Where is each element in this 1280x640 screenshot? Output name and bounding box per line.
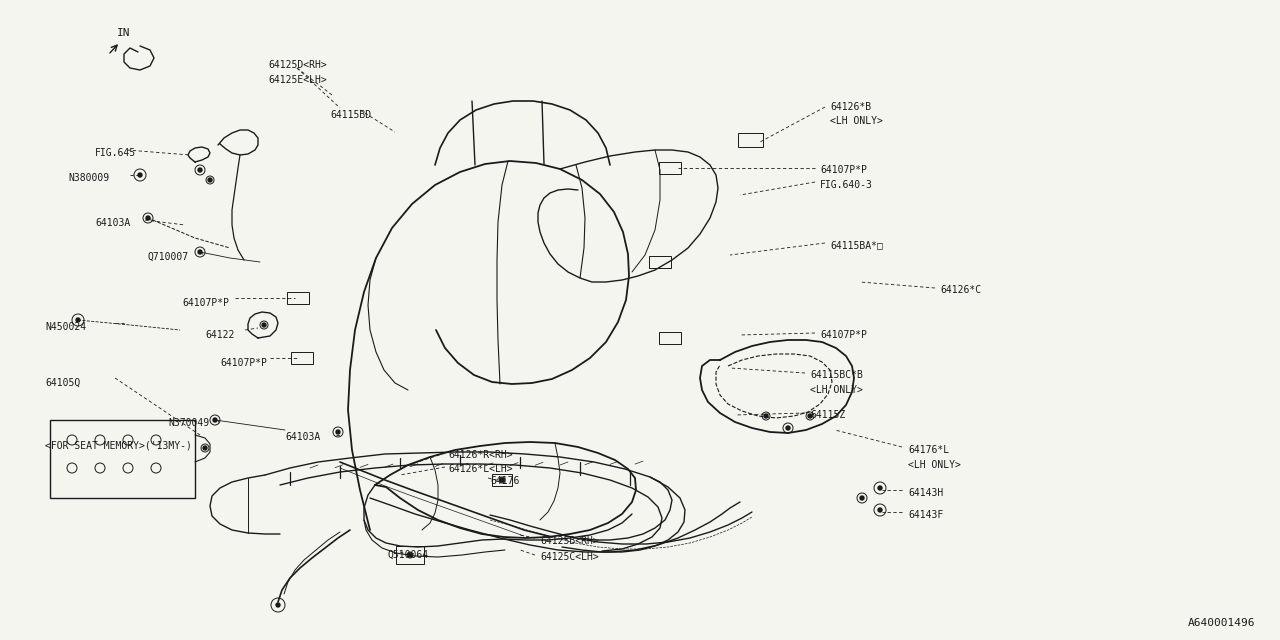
Text: 64125E<LH>: 64125E<LH>: [269, 75, 328, 85]
Text: 64115BD: 64115BD: [330, 110, 371, 120]
Circle shape: [860, 496, 864, 500]
Bar: [396, 546, 424, 564]
Text: 64125C<LH>: 64125C<LH>: [540, 552, 599, 562]
Circle shape: [138, 173, 142, 177]
Text: 64122: 64122: [205, 330, 234, 340]
Text: 64107P*P: 64107P*P: [182, 298, 229, 308]
Bar: [492, 474, 512, 486]
Text: IN: IN: [118, 28, 131, 38]
Text: FIG.645: FIG.645: [95, 148, 136, 158]
Circle shape: [878, 486, 882, 490]
Text: 64126*R<RH>: 64126*R<RH>: [448, 450, 512, 460]
Text: 64125B<RH>: 64125B<RH>: [540, 536, 599, 546]
Text: 64107P*P: 64107P*P: [220, 358, 268, 368]
Text: <LH ONLY>: <LH ONLY>: [908, 460, 961, 470]
Circle shape: [408, 553, 412, 557]
Text: Q510064: Q510064: [388, 550, 429, 560]
Text: N370049: N370049: [168, 418, 209, 428]
Circle shape: [76, 318, 79, 322]
Text: 64115BC*B: 64115BC*B: [810, 370, 863, 380]
Text: 64103A: 64103A: [285, 432, 320, 442]
Circle shape: [276, 603, 280, 607]
Circle shape: [878, 508, 882, 512]
Bar: [287, 292, 308, 304]
Text: 64105Q: 64105Q: [45, 378, 81, 388]
Text: 64176*L: 64176*L: [908, 445, 950, 455]
Text: 64143F: 64143F: [908, 510, 943, 520]
Text: 64126*B: 64126*B: [829, 102, 872, 112]
Text: 64125D<RH>: 64125D<RH>: [269, 60, 328, 70]
Circle shape: [204, 446, 207, 450]
Text: FIG.640-3: FIG.640-3: [820, 180, 873, 190]
Text: <FOR SEAT MEMORY>('13MY-): <FOR SEAT MEMORY>('13MY-): [45, 440, 192, 450]
Text: N450024: N450024: [45, 322, 86, 332]
Bar: [659, 162, 681, 174]
Circle shape: [198, 250, 202, 254]
Circle shape: [262, 323, 266, 327]
Bar: [50, 420, 195, 498]
Circle shape: [764, 414, 768, 418]
Bar: [737, 133, 763, 147]
Circle shape: [335, 430, 340, 434]
Text: 64176: 64176: [490, 476, 520, 486]
Circle shape: [207, 178, 212, 182]
Text: A640001496: A640001496: [1188, 618, 1254, 628]
Text: 64115Z: 64115Z: [810, 410, 845, 420]
Text: 64126*L<LH>: 64126*L<LH>: [448, 464, 512, 474]
Circle shape: [500, 478, 504, 482]
Text: 64143H: 64143H: [908, 488, 943, 498]
Circle shape: [146, 216, 150, 220]
Text: 64115BA*□: 64115BA*□: [829, 240, 883, 250]
Text: 64103A: 64103A: [95, 218, 131, 228]
Text: N380009: N380009: [68, 173, 109, 183]
Circle shape: [212, 418, 218, 422]
Bar: [649, 256, 671, 268]
Circle shape: [198, 168, 202, 172]
Text: Q710007: Q710007: [148, 252, 189, 262]
Bar: [659, 332, 681, 344]
Circle shape: [808, 414, 812, 418]
Text: 64126*C: 64126*C: [940, 285, 982, 295]
Bar: [291, 352, 314, 364]
Text: <LH ONLY>: <LH ONLY>: [810, 385, 863, 395]
Circle shape: [786, 426, 790, 430]
Text: 64107P*P: 64107P*P: [820, 165, 867, 175]
Text: <LH ONLY>: <LH ONLY>: [829, 116, 883, 126]
Text: 64107P*P: 64107P*P: [820, 330, 867, 340]
